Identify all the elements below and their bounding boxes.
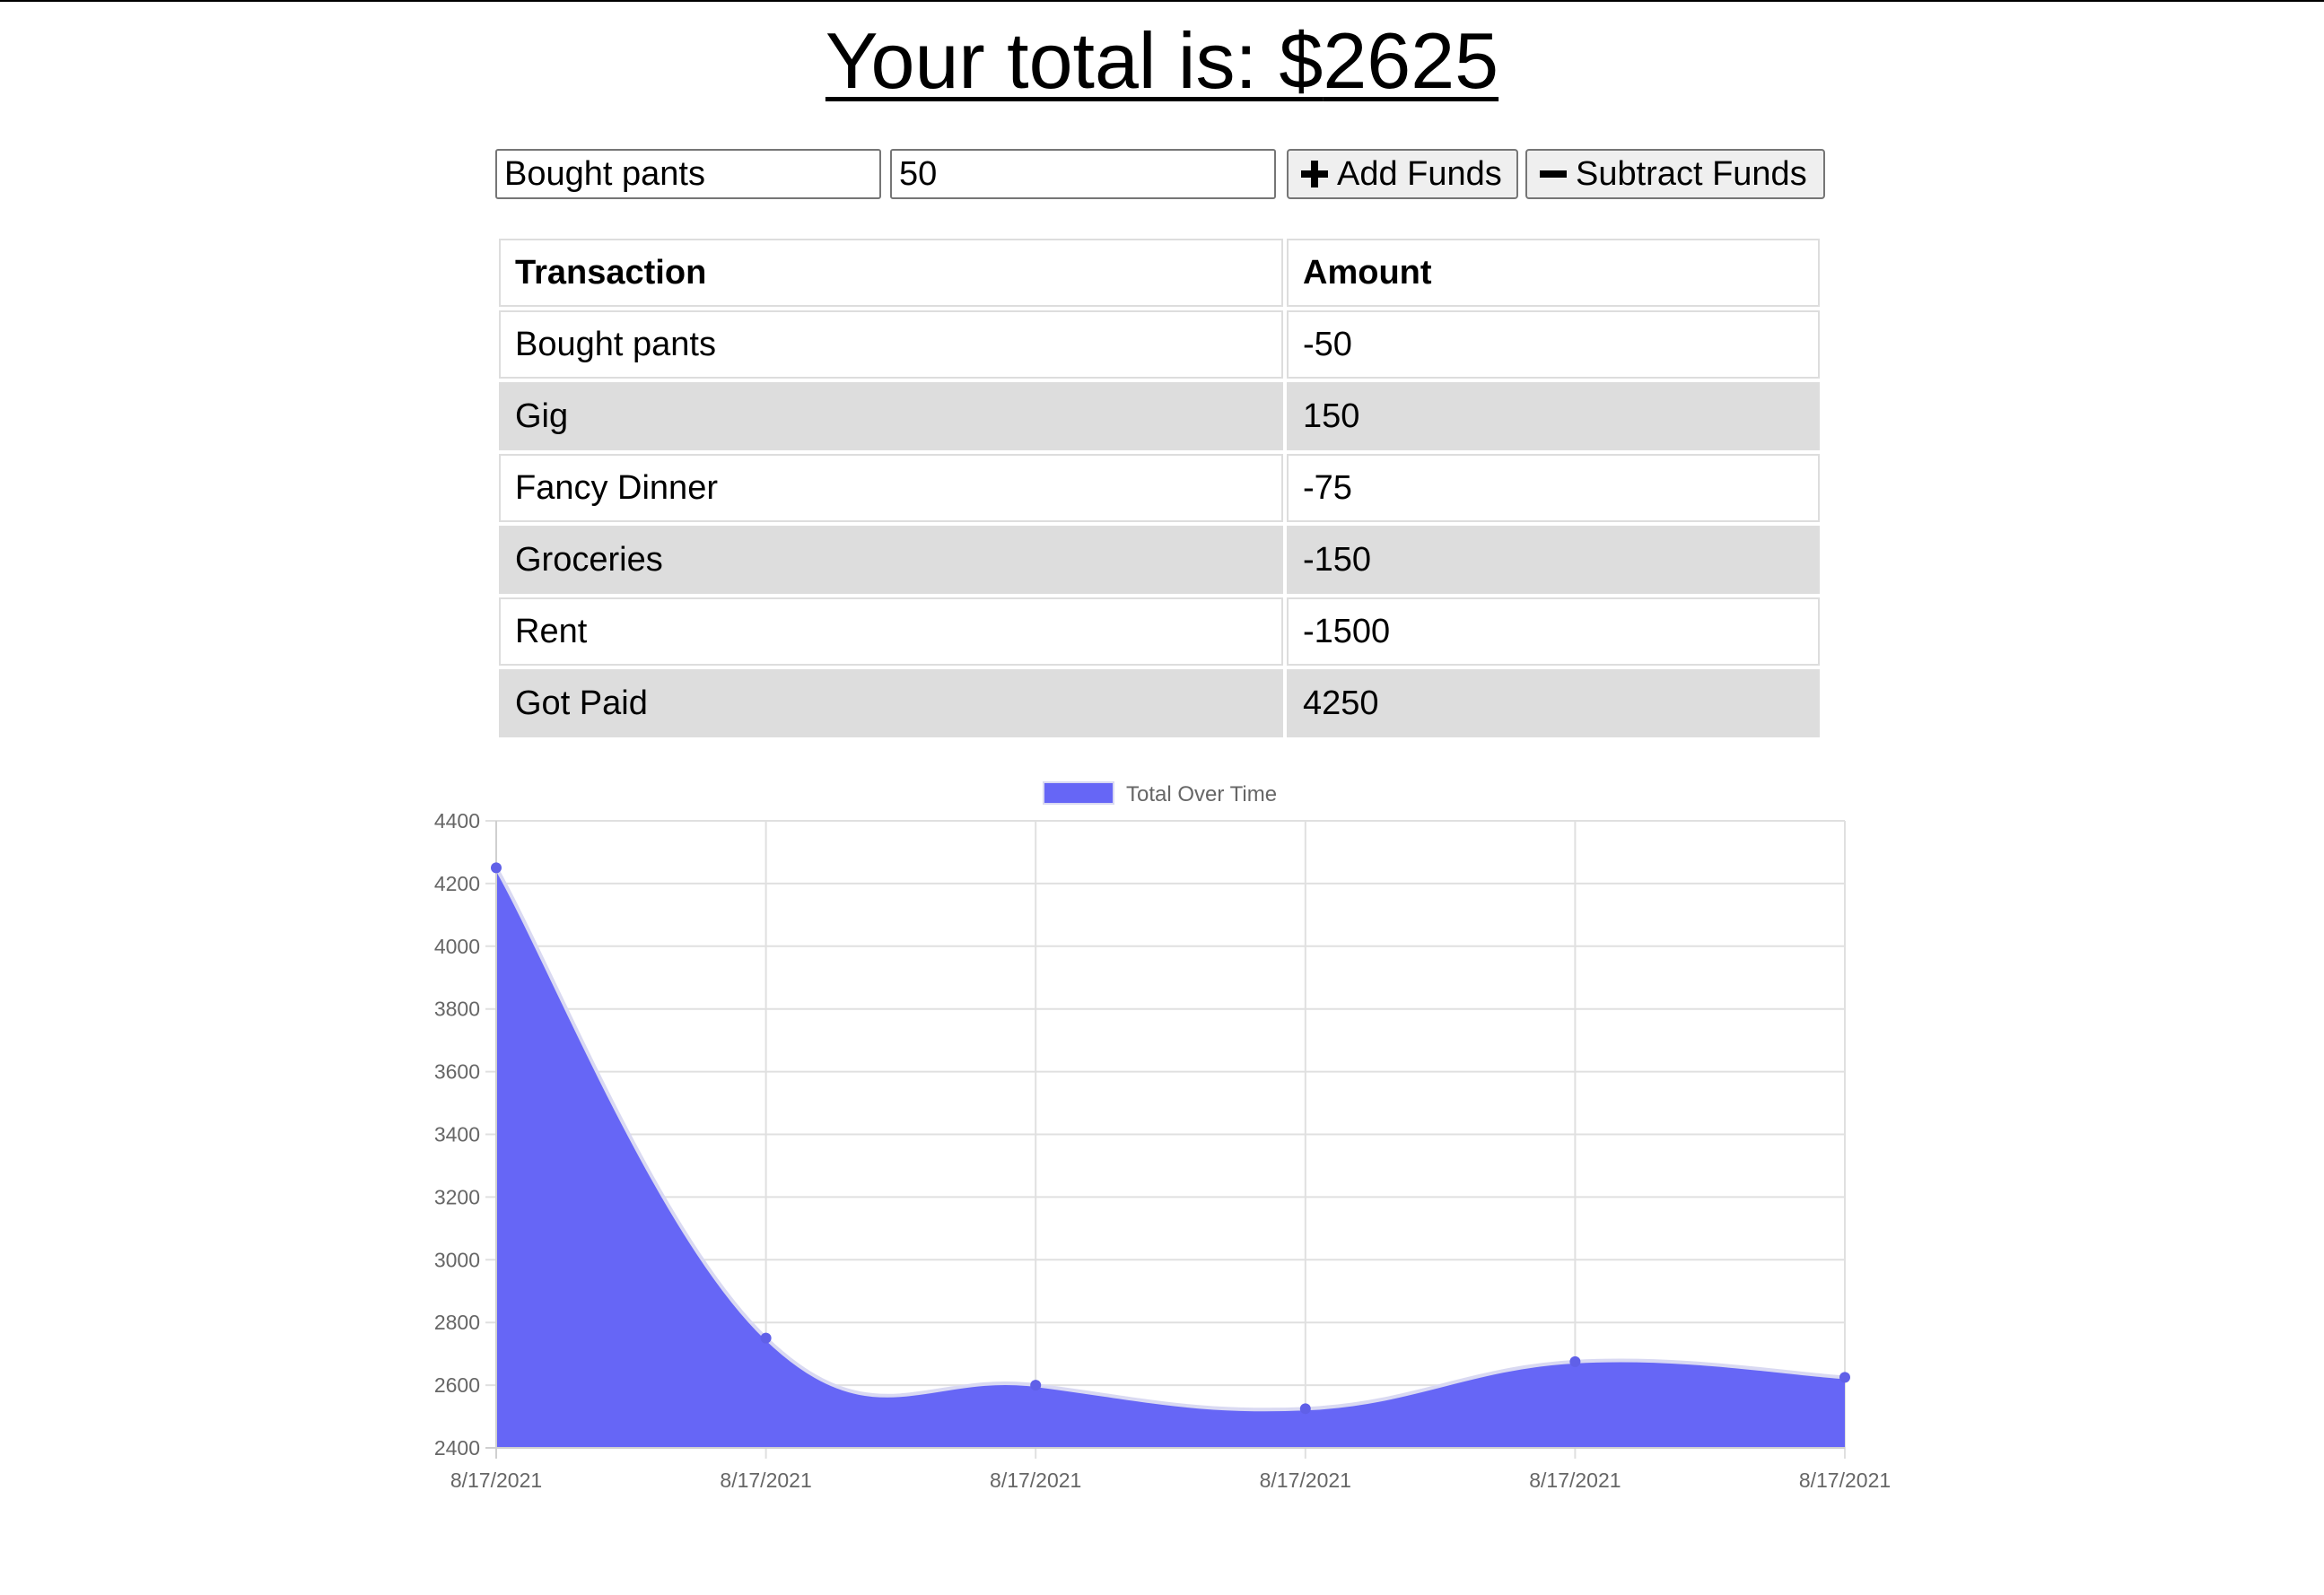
x-tick-label: 8/17/2021 [720,1469,811,1492]
data-point [1839,1372,1850,1383]
total-label: Your total is: $ [825,16,1324,105]
y-tick-label: 3400 [434,1123,480,1146]
table-row: Bought pants -50 [499,310,1820,379]
transaction-name-cell: Rent [499,597,1283,666]
data-point [1030,1380,1042,1391]
x-tick-label: 8/17/2021 [1799,1469,1891,1492]
column-header-transaction: Transaction [499,239,1283,307]
add-funds-label: Add Funds [1337,154,1502,193]
y-tick-label: 2600 [434,1373,480,1397]
transaction-amount-cell: -150 [1287,526,1820,594]
transaction-amount-cell: -75 [1287,454,1820,522]
y-tick-label: 4000 [434,935,480,958]
y-tick-label: 2800 [434,1311,480,1334]
subtract-funds-button[interactable]: Subtract Funds [1525,149,1825,199]
data-point [1569,1355,1581,1367]
transaction-name-cell: Bought pants [499,310,1283,379]
data-point [1299,1403,1311,1415]
column-header-amount: Amount [1287,239,1820,307]
data-point [760,1332,772,1344]
table-row: Gig 150 [499,382,1820,450]
y-tick-label: 4400 [434,809,480,832]
transaction-amount-cell: -1500 [1287,597,1820,666]
y-tick-label: 3600 [434,1060,480,1084]
table-row: Got Paid 4250 [499,669,1820,737]
y-tick-label: 3200 [434,1185,480,1208]
transaction-name-cell: Groceries [499,526,1283,594]
total-over-time-chart: 2400 2600 2800 3000 3200 3400 3600 3800 4000 4200… [434,781,1891,1492]
top-rule [0,0,2324,2]
y-tick-label: 2400 [434,1436,480,1460]
table-header-row: Transaction Amount [499,239,1820,307]
add-funds-button[interactable]: Add Funds [1287,149,1518,199]
y-tick-label: 4200 [434,872,480,895]
x-tick-label: 8/17/2021 [1260,1469,1351,1492]
table-row: Groceries -150 [499,526,1820,594]
transactions-table: Transaction Amount Bought pants -50 Gig … [495,235,1823,741]
minus-icon [1540,161,1567,187]
transaction-name-cell: Gig [499,382,1283,450]
transaction-amount-cell: 150 [1287,382,1820,450]
transaction-amount-cell: -50 [1287,310,1820,379]
series-line [494,867,1846,1412]
transaction-name-input[interactable] [495,149,881,199]
data-point [491,862,502,874]
transaction-amount-input[interactable] [890,149,1276,199]
area-fill [496,867,1845,1448]
plus-icon [1301,161,1328,187]
x-tick-label: 8/17/2021 [1529,1469,1621,1492]
transaction-name-cell: Fancy Dinner [499,454,1283,522]
transaction-amount-cell: 4250 [1287,669,1820,737]
y-tick-label: 3800 [434,998,480,1021]
transaction-name-cell: Got Paid [499,669,1283,737]
table-row: Fancy Dinner -75 [499,454,1820,522]
x-tick-label: 8/17/2021 [450,1469,542,1492]
x-tick-label: 8/17/2021 [990,1469,1081,1492]
legend-swatch [1043,781,1114,805]
legend-label: Total Over Time [1126,782,1277,806]
page-title: Your total is: $2625 [0,7,2324,115]
y-tick-label: 3000 [434,1248,480,1271]
table-row: Rent -1500 [499,597,1820,666]
total-value: 2625 [1323,16,1499,105]
subtract-funds-label: Subtract Funds [1576,154,1807,193]
